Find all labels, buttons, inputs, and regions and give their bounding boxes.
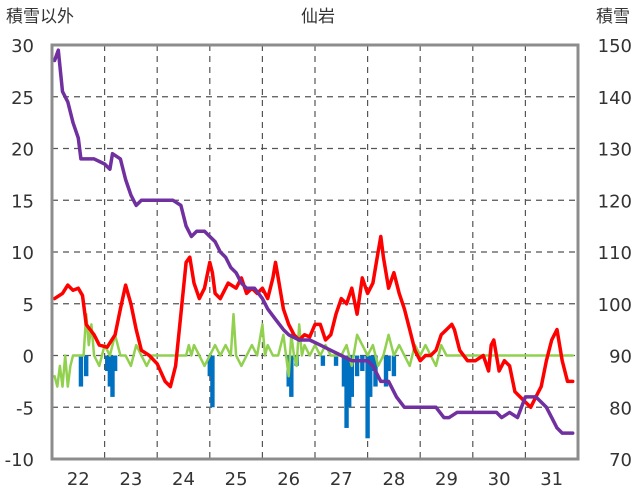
y-axis-left-label: 積雪以外: [6, 7, 74, 27]
y-axis-left-ticks: 30 25 20 15 10 5 0 -5 -10: [5, 36, 34, 471]
precipitation-bar: [370, 355, 376, 372]
precipitation-bar: [365, 355, 370, 439]
x-tick-label: 30: [488, 469, 511, 490]
y-right-tick-label: 150: [598, 36, 632, 57]
precipitation-bar: [360, 355, 365, 372]
x-axis-ticks: 22 23 24 25 26 27 28 29 30 31: [67, 469, 563, 490]
precipitation-bar: [368, 355, 373, 397]
y-left-tick-label: -10: [5, 450, 34, 471]
precipitation-bar: [346, 355, 352, 408]
y-left-tick-label: 30: [11, 36, 34, 57]
y-axis-right-label: 積雪: [596, 7, 630, 27]
plot-frame: [50, 43, 580, 461]
precipitation-bar: [386, 355, 391, 372]
y-left-tick-label: 20: [11, 140, 34, 161]
snow-depth-line: [52, 48, 575, 435]
y-left-tick-label: 5: [23, 295, 34, 316]
precipitation-bar: [83, 355, 89, 377]
x-tick-label: 28: [382, 469, 405, 490]
precipitation-bar: [107, 355, 113, 387]
precipitation-bar: [349, 355, 355, 397]
x-tick-label: 31: [540, 469, 563, 490]
y-left-tick-label: 0: [23, 347, 34, 368]
precipitation-bar: [341, 355, 347, 387]
precipitation-bar: [112, 355, 118, 372]
y-left-tick-label: 15: [11, 191, 34, 212]
precipitation-bar: [207, 355, 212, 377]
grid: [52, 45, 578, 459]
y-left-tick-label: -5: [16, 398, 34, 419]
x-tick-label: 22: [67, 469, 90, 490]
precipitation-bar: [320, 355, 326, 366]
series-lines: [52, 48, 575, 435]
y-right-tick-label: 80: [609, 398, 632, 419]
x-tick-label: 29: [435, 469, 458, 490]
precipitation-bar: [383, 355, 389, 387]
y-right-tick-label: 70: [609, 450, 632, 471]
x-tick-label: 25: [225, 469, 248, 490]
precipitation-bar: [105, 355, 110, 372]
y-right-tick-label: 120: [598, 191, 632, 212]
y-right-tick-label: 130: [598, 140, 632, 161]
y-left-tick-label: 10: [11, 243, 34, 264]
x-tick-label: 23: [119, 469, 142, 490]
precipitation-bar: [344, 355, 349, 428]
precipitation-bar: [78, 355, 84, 387]
y-right-tick-label: 140: [598, 88, 632, 109]
x-tick-label: 24: [172, 469, 195, 490]
y-right-tick-label: 90: [609, 347, 632, 368]
precipitation-bar: [289, 355, 294, 397]
y-right-tick-label: 100: [598, 295, 632, 316]
x-tick-label: 27: [330, 469, 353, 490]
precipitation-bar: [354, 355, 360, 377]
precipitation-bar: [333, 355, 339, 366]
y-left-tick-label: 25: [11, 88, 34, 109]
precipitation-bar: [210, 355, 215, 408]
y-axis-right-ticks: 150 140 130 120 110 100 90 80 70: [598, 36, 632, 471]
precipitation-bar: [110, 355, 115, 397]
chart-title: 仙岩: [301, 7, 335, 27]
x-tick-label: 26: [277, 469, 300, 490]
temperature-line: [52, 234, 575, 410]
y-right-tick-label: 110: [598, 243, 632, 264]
precipitation-bar: [391, 355, 397, 377]
